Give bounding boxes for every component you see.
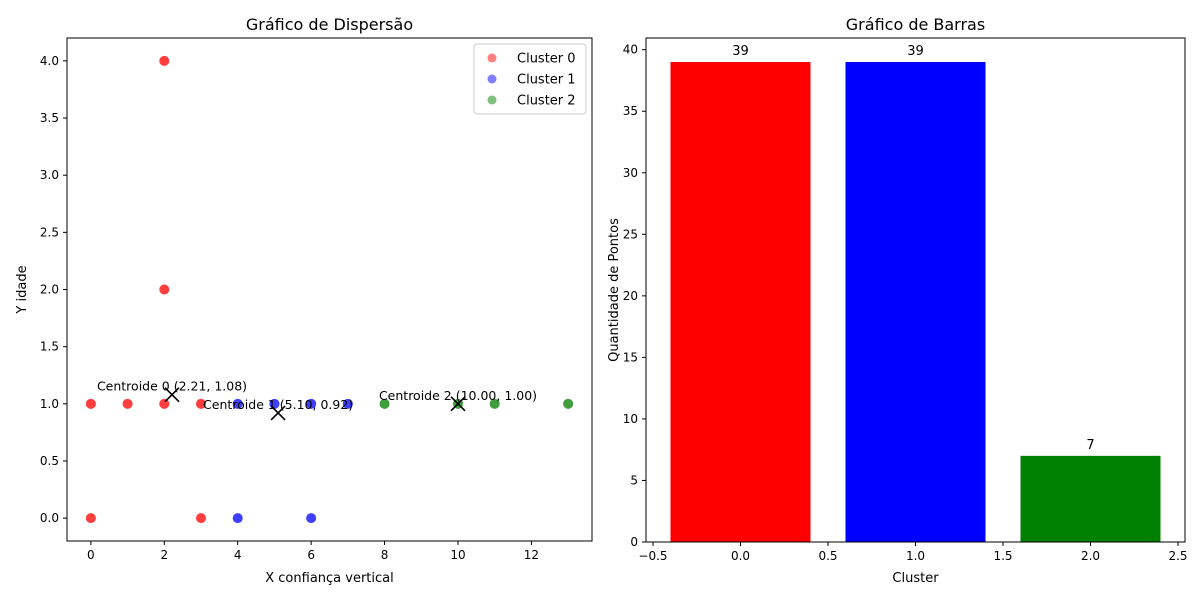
bar-bars: 39 39 7 [670,44,1161,542]
scatter-ticks: 0 2 4 6 8 10 12 0.0 0.5 1.0 1.5 2.0 2.5 3.0 3.5 4.0 [40,54,539,562]
scatter-x-tick-label: 6 [307,548,315,562]
scatter-axes-frame [66,37,593,542]
scatter-x-tick-label: 0 [87,548,95,562]
scatter-y-axis-label: Y idade [15,265,30,314]
legend-label: Cluster 2 [517,94,576,109]
scatter-point-cluster-0 [196,513,207,524]
bar-value-label: 7 [1086,438,1094,453]
legend-marker [487,95,497,105]
scatter-point-cluster-0 [159,284,170,295]
scatter-y-tick-label: 0.5 [40,454,59,468]
scatter-y-tick-label: 4.0 [40,54,59,68]
bar-x-axis-label: Cluster [892,571,939,586]
bar-value-label: 39 [907,44,924,59]
bar-x-tick-label: 2.0 [1081,549,1100,563]
scatter-point-cluster-1 [232,513,243,524]
scatter-point-cluster-0 [122,398,133,409]
bar-cluster-1 [845,62,986,542]
legend-label: Cluster 0 [517,52,576,67]
bar-x-tick-label: 2.5 [1168,549,1187,563]
bar-y-tick-label: 20 [623,289,638,303]
scatter-y-tick-label: 1.5 [40,340,59,354]
scatter-y-tick-label: 3.0 [40,168,59,182]
scatter-y-tick-label: 2.5 [40,225,59,239]
legend-label: Cluster 1 [517,73,576,88]
scatter-point-cluster-1 [342,398,353,409]
scatter-title: Gráfico de Dispersão [246,15,413,34]
scatter-legend: Cluster 0 Cluster 1 Cluster 2 [473,43,587,115]
scatter-point-cluster-0 [159,398,170,409]
scatter-point-cluster-2 [379,398,390,409]
scatter-x-tick-label: 4 [234,548,242,562]
scatter-point-cluster-2 [489,398,500,409]
scatter-centroids: Centroide 0 (2.21, 1.08) Centroide 1 (5.1… [97,379,537,421]
scatter-x-tick-label: 12 [524,548,539,562]
bar-x-tick-label: 0.5 [818,549,837,563]
bar-ticks: −0.5 0.0 0.5 1.0 1.5 2.0 2.5 0 5 10 15 20 25 30 35 40 [623,43,1188,563]
scatter-point-cluster-0 [196,398,207,409]
scatter-point-cluster-1 [306,513,317,524]
centroid-marker [450,396,466,412]
scatter-point-cluster-1 [306,398,317,409]
bar-x-tick-label: 1.5 [993,549,1012,563]
scatter-point-cluster-2 [563,398,574,409]
scatter-y-tick-label: 3.5 [40,111,59,125]
scatter-point-cluster-1 [232,398,243,409]
scatter-x-tick-label: 2 [160,548,168,562]
bar-y-tick-label: 40 [623,43,638,57]
centroid-label: Centroide 2 (10.00, 1.00) [379,388,537,403]
scatter-points [85,55,574,524]
bar-y-tick-label: 5 [630,473,638,487]
scatter-point-cluster-0 [85,513,96,524]
bar-y-tick-label: 0 [630,535,638,549]
scatter-y-tick-label: 1.0 [40,397,59,411]
scatter-x-tick-label: 10 [450,548,465,562]
bar-y-tick-label: 35 [623,104,638,118]
bar-cluster-2 [1020,455,1161,542]
centroid-marker [270,405,286,421]
bar-cluster-0 [670,62,811,542]
bar-chart: Gráfico de Barras Cluster Quantidade de … [607,15,1188,586]
centroid-label: Centroide 0 (2.21, 1.08) [97,379,247,394]
bar-value-label: 39 [732,44,749,59]
scatter-chart: Gráfico de Dispersão X confiança vertica… [15,15,593,586]
legend-marker [487,74,497,84]
bar-y-tick-label: 10 [623,412,638,426]
scatter-y-tick-label: 0.0 [40,511,59,525]
bar-x-tick-label: 1.0 [906,549,925,563]
bar-x-tick-label: −0.5 [638,549,667,563]
centroid-marker [164,387,180,403]
scatter-x-tick-label: 8 [381,548,389,562]
scatter-y-tick-label: 2.0 [40,283,59,297]
bar-y-axis-label: Quantidade de Pontos [607,218,622,362]
bar-y-tick-label: 30 [623,166,638,180]
legend-marker [487,53,497,63]
legend-box [473,43,587,115]
bar-title: Gráfico de Barras [846,15,985,34]
centroid-label: Centroide 1 (5.10, 0.92) [203,397,353,412]
bar-axes-frame [645,37,1186,543]
scatter-x-axis-label: X confiança vertical [265,571,394,586]
bar-y-tick-label: 15 [623,350,638,364]
bar-y-tick-label: 25 [623,227,638,241]
bar-x-tick-label: 0.0 [731,549,750,563]
scatter-point-cluster-0 [85,398,96,409]
scatter-point-cluster-0 [159,55,170,66]
